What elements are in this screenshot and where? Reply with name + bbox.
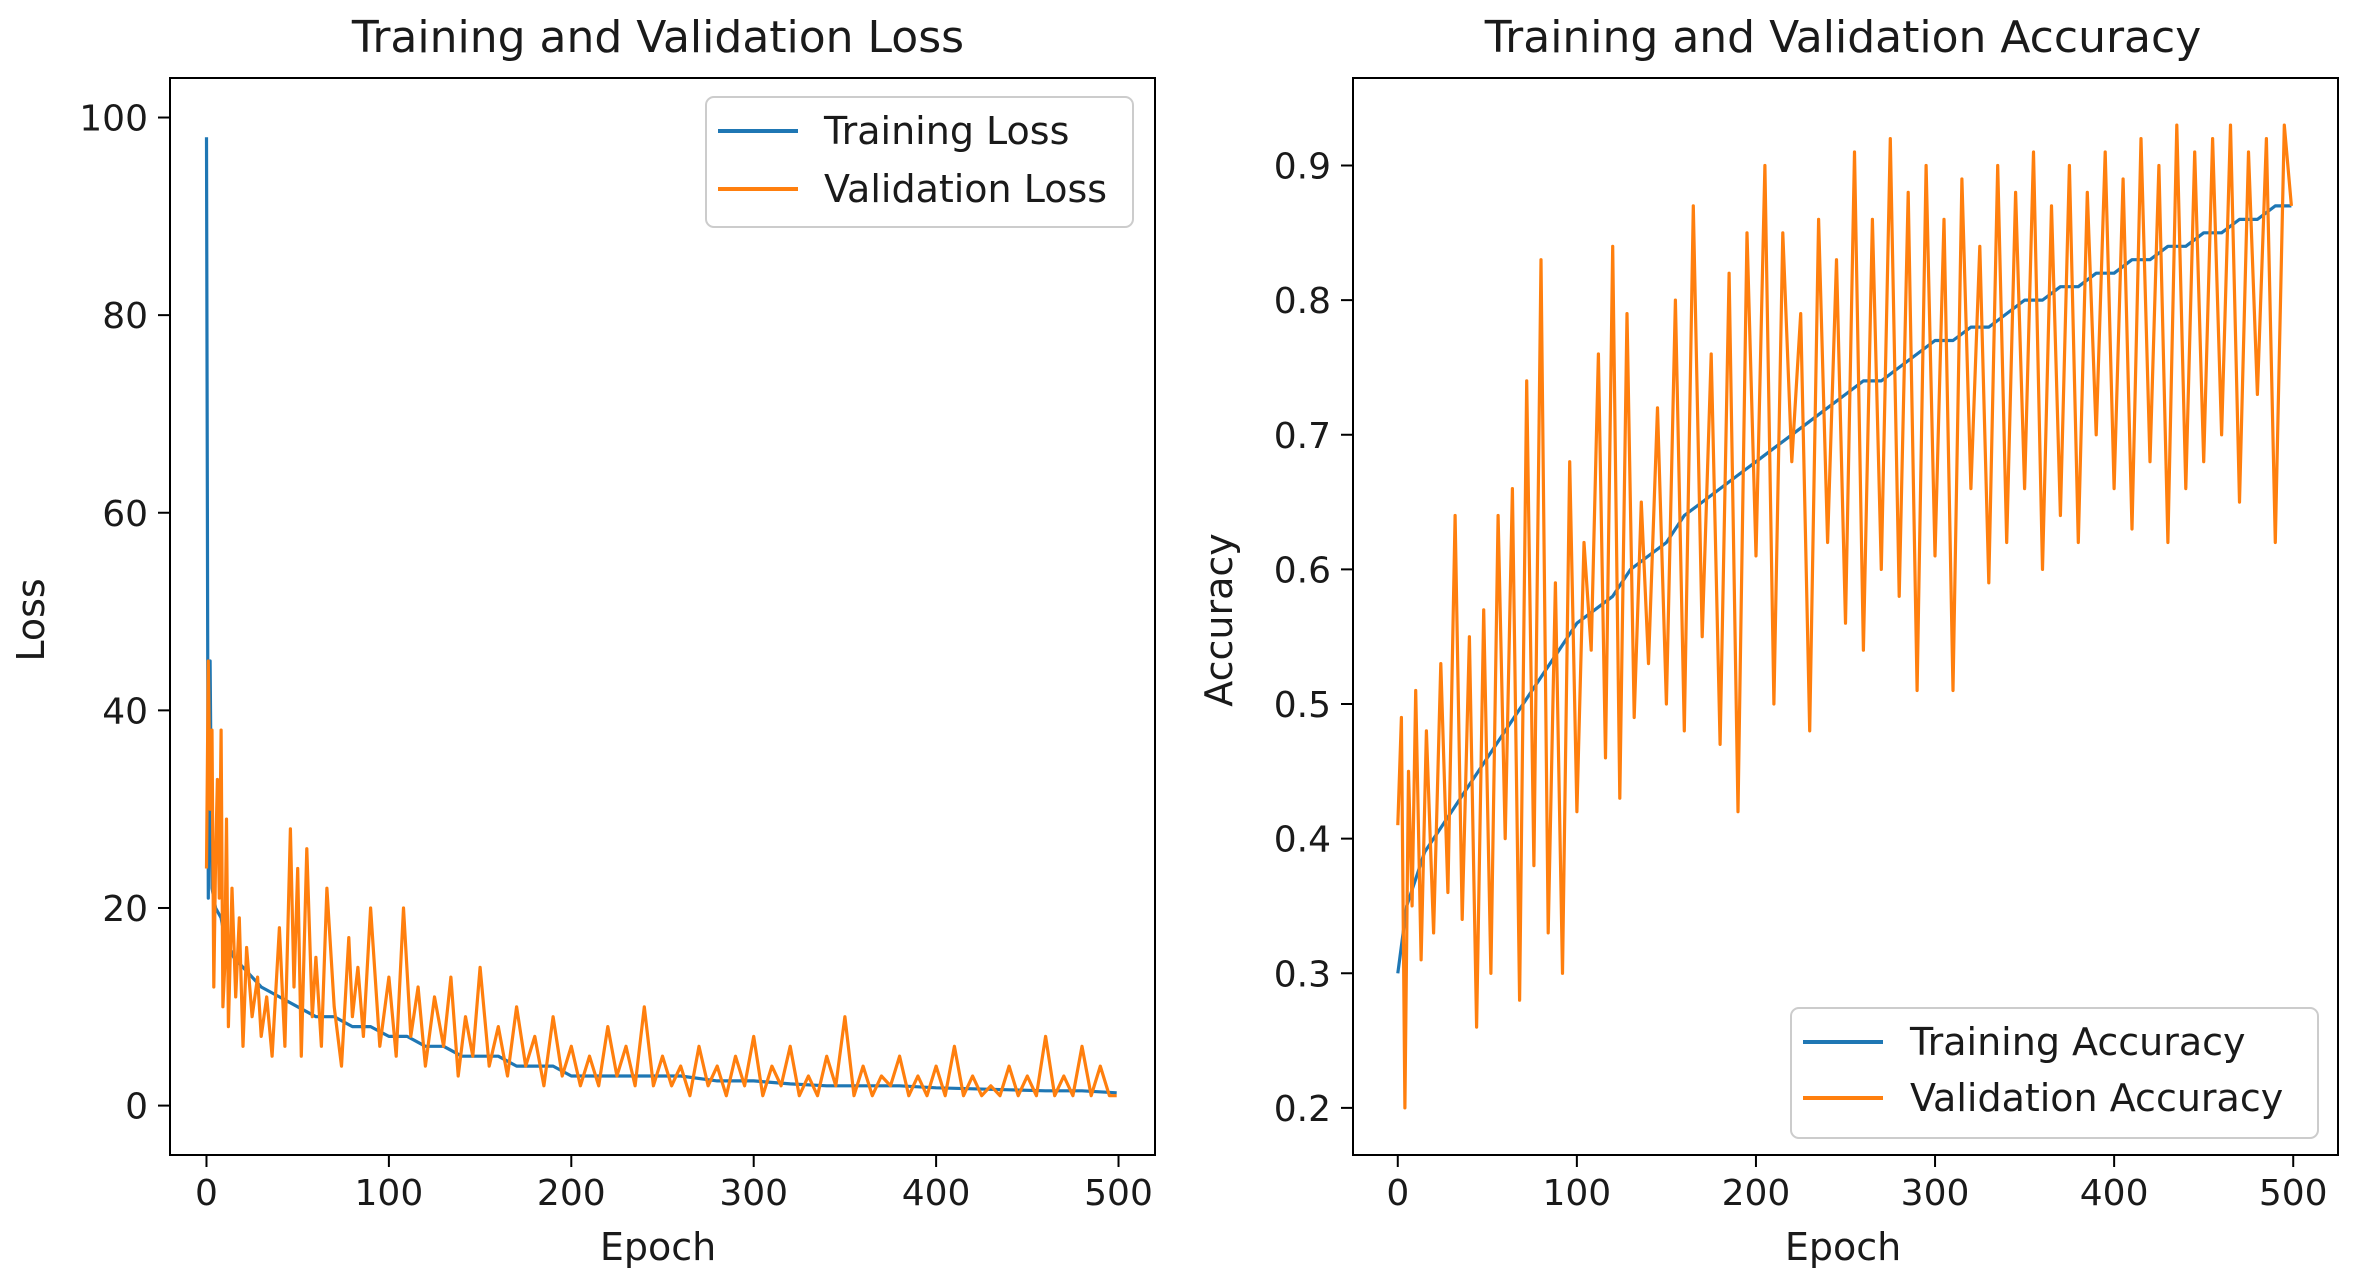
accuracy-x-tick-label: 400 [2080,1173,2149,1214]
accuracy-chart-title: Training and Validation Accuracy [1484,12,2202,63]
accuracy-y-tick-label: 0.2 [1274,1089,1331,1130]
loss-x-tick-label: 300 [719,1173,788,1214]
accuracy-y-tick-label: 0.4 [1274,820,1331,861]
accuracy-legend: Training Accuracy Validation Accuracy [1790,1007,2319,1139]
loss-y-tick-label: 60 [102,494,148,535]
accuracy-legend-box [1790,1007,2319,1139]
loss-x-tick-label: 500 [1084,1173,1153,1214]
accuracy-x-tick-label: 0 [1386,1173,1409,1214]
loss-x-tick-label: 100 [355,1173,424,1214]
legend-label-validation-accuracy: Validation Accuracy [1910,1076,2283,1120]
loss-legend-box [705,96,1134,228]
loss-legend: Training Loss Validation Loss [705,96,1134,228]
loss-chart: Training and Validation Loss 0 100 200 300 4… [9,12,1156,1269]
accuracy-y-tick-label: 0.3 [1274,954,1331,995]
legend-label-validation-loss: Validation Loss [824,167,1107,211]
accuracy-plot-frame [1352,77,2339,1156]
loss-y-axis-label: Loss [9,578,53,661]
accuracy-x-tick-label: 300 [1901,1173,1970,1214]
series-line-validation-loss [204,659,1117,1098]
series-line-validation-accuracy [1396,123,2293,1110]
legend-label-training-accuracy: Training Accuracy [1909,1020,2246,1064]
loss-y-tick-label: 40 [102,691,148,732]
accuracy-x-tick-label: 200 [1722,1173,1791,1214]
loss-x-tick-label: 400 [902,1173,971,1214]
accuracy-x-tick-label: 500 [2259,1173,2328,1214]
loss-y-tick-label: 20 [102,889,148,930]
legend-label-training-loss: Training Loss [823,109,1069,153]
loss-x-axis-label: Epoch [600,1225,716,1269]
accuracy-x-axis-label: Epoch [1785,1225,1901,1269]
accuracy-y-tick-label: 0.8 [1274,281,1331,322]
loss-plot-frame [169,77,1156,1156]
loss-x-tick-label: 200 [537,1173,606,1214]
accuracy-y-tick-label: 0.7 [1274,416,1331,457]
accuracy-x-tick-label: 100 [1543,1173,1612,1214]
accuracy-y-axis-label: Accuracy [1197,533,1241,707]
loss-x-tick-label: 0 [195,1173,218,1214]
accuracy-y-tick-label: 0.9 [1274,147,1331,188]
accuracy-chart: Training and Validation Accuracy 0 100 200… [1197,12,2339,1269]
loss-y-tick-label: 0 [125,1087,148,1128]
accuracy-y-tick-label: 0.6 [1274,550,1331,591]
accuracy-y-tick-label: 0.5 [1274,685,1331,726]
loss-y-tick-label: 80 [102,296,148,337]
loss-y-tick-label: 100 [79,99,148,140]
loss-chart-title: Training and Validation Loss [351,12,964,63]
